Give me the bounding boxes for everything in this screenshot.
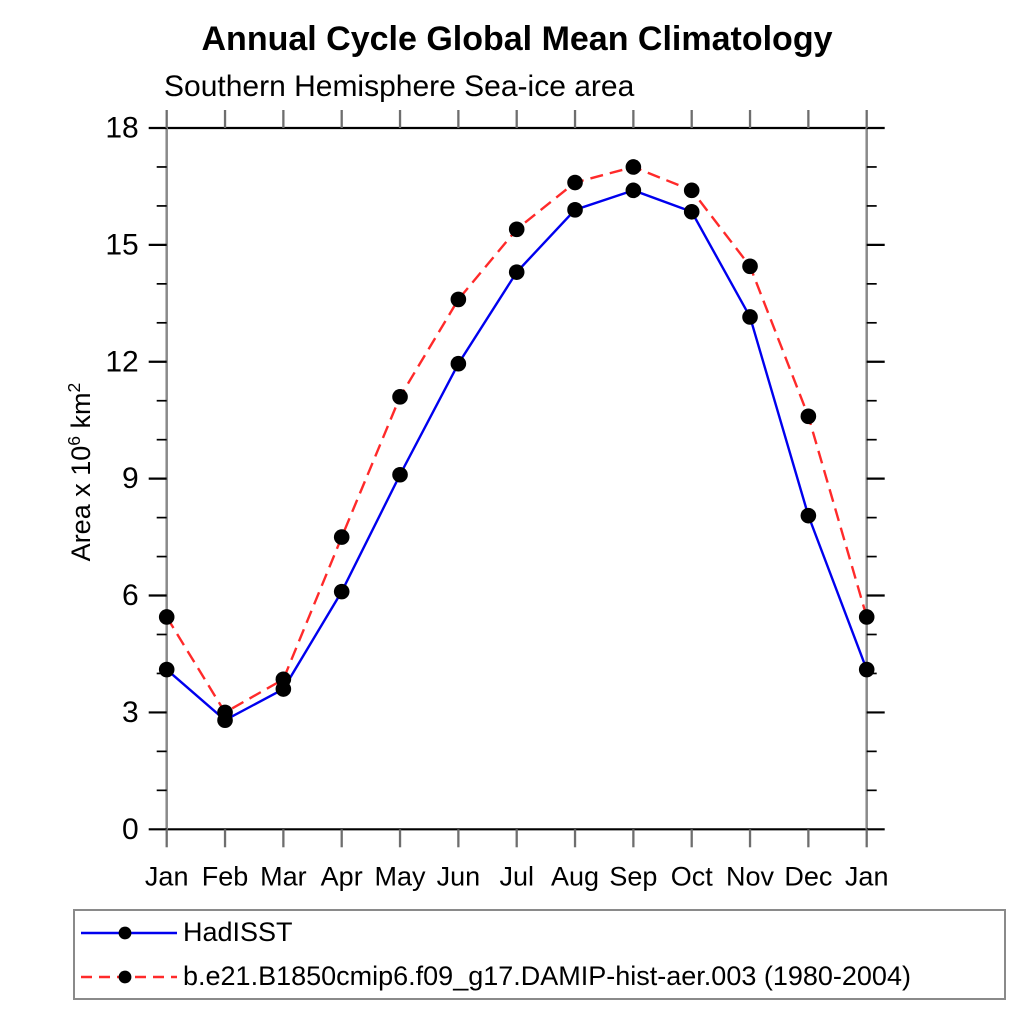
x-tick-label: Feb [202,861,249,891]
x-tick-label: Aug [551,861,599,891]
x-tick-label: Jan [145,861,189,891]
chart-title: Annual Cycle Global Mean Climatology [201,20,833,58]
data-point-marker [858,609,875,625]
legend-label-model-run: b.e21.B1850cmip6.f09_g17.DAMIP-hist-aer.… [183,961,911,991]
data-point-marker [158,609,175,625]
legend: HadISST b.e21.B1850cmip6.f09_g17.DAMIP-h… [73,909,1006,1000]
x-tick-label: Mar [260,861,307,891]
x-tick-label: Jul [499,861,534,891]
data-point-marker [450,355,467,372]
data-point-marker [800,507,817,524]
data-point-marker [158,661,175,678]
legend-line-sample-dashed-icon [81,970,177,983]
data-point-marker [333,583,350,600]
legend-label-hadisst: HadISST [183,917,293,947]
data-point-marker [625,182,642,199]
data-point-marker [742,258,758,275]
y-tick-label: 9 [122,462,139,495]
legend-line-sample-solid-icon [81,926,177,939]
x-tick-label: Nov [726,861,775,891]
y-tick-label: 15 [105,228,138,261]
y-tick-label: 12 [105,345,138,378]
data-point-marker [333,529,350,545]
data-point-marker [800,408,817,425]
x-tick-label: Dec [784,861,832,891]
x-tick-label: May [375,861,427,891]
y-tick-label: 3 [122,696,139,729]
legend-item-hadisst: HadISST [79,912,1004,954]
data-point-marker [567,174,583,191]
x-tick-label: Jun [437,861,481,891]
data-point-marker [625,159,642,175]
data-point-marker [508,264,525,280]
data-point-marker [508,221,525,238]
y-tick-label: 6 [122,579,139,612]
data-point-marker [275,671,292,688]
legend-sample-marker [118,926,132,939]
data-point-marker [683,203,700,220]
x-tick-label: Jan [845,861,889,891]
data-point-marker [858,661,875,678]
data-point-marker [567,202,583,218]
series-line-1 [165,165,868,715]
data-point-marker [392,389,408,405]
x-tick-label: Apr [321,861,363,891]
data-point-marker [742,309,758,325]
y-tick-label: 0 [122,813,139,846]
x-tick-label: Oct [671,861,714,891]
data-point-marker [450,291,467,308]
data-point-marker [683,182,700,199]
x-tick-label: Sep [609,861,657,891]
legend-item-model-run: b.e21.B1850cmip6.f09_g17.DAMIP-hist-aer.… [79,956,1004,998]
data-point-marker [392,466,408,483]
data-point-marker [217,704,233,721]
legend-sample-marker [118,970,132,983]
chart-subtitle: Southern Hemisphere Sea-ice area [164,70,635,103]
y-tick-label: 18 [105,112,138,145]
